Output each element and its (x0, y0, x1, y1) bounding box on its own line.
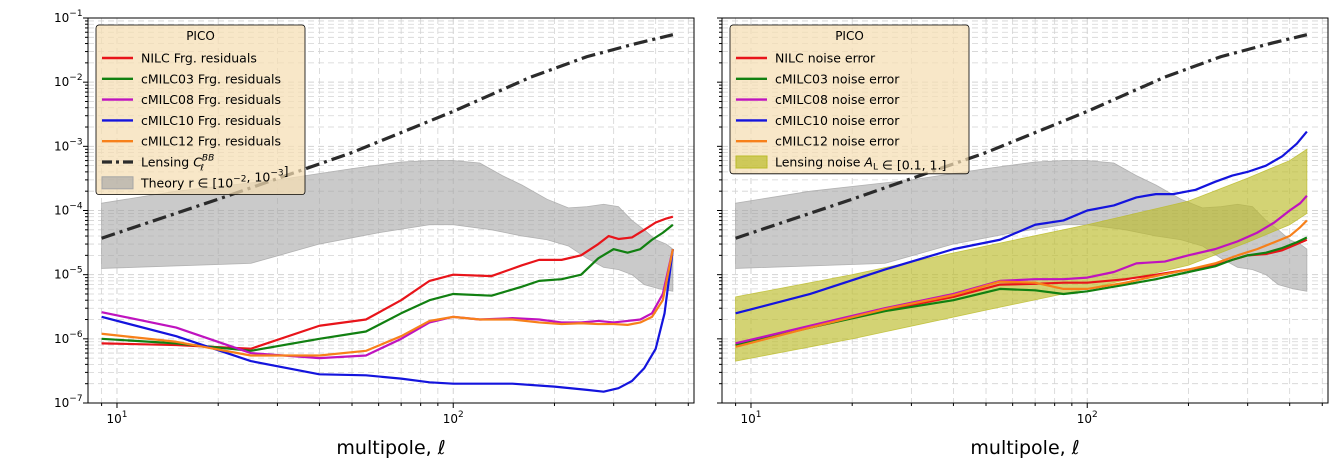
series-line-cmilc10-noise-error (735, 130, 1308, 315)
legend-label-lensing-c-bb: Lensing CBB ℓ (141, 154, 214, 174)
legend-label-cmilc12-noise-error: cMILC12 noise error (775, 134, 900, 149)
legend-label-cmilc10-frg-residuals: cMILC10 Frg. residuals (141, 113, 281, 128)
right-panel: 101 102 multipole, ℓ PICO NILC noise error cM… (717, 17, 1329, 459)
legend-swatch-lensing-noise-a-l-0-1-1 (735, 155, 768, 169)
legend-label-nilc-frg-residuals: NILC Frg. residuals (141, 51, 257, 66)
y-tick-label: 10−3 (54, 137, 83, 153)
legend-label-nilc-noise-error: NILC noise error (775, 51, 876, 66)
legend-label-lensing-noise-a-l-0-1-1: Lensing noise AL ∈ [0.1, 1.] (775, 155, 946, 173)
y-tick-label: 10−1 (54, 9, 83, 25)
x-tick-label: 102 (443, 410, 464, 426)
legend-label-cmilc03-frg-residuals: cMILC03 Frg. residuals (141, 71, 281, 86)
legend: PICO NILC Frg. residuals cMILC03 Frg. resi… (95, 24, 306, 196)
legend: PICO NILC noise error cMILC03 noise error c… (729, 24, 970, 175)
series-line-cmilc08-frg-residuals (101, 248, 674, 360)
series-line-cmilc10-frg-residuals (101, 248, 674, 393)
x-axis-label: multipole, ℓ (970, 437, 1079, 459)
series-line-lensing-c-bb (735, 33, 1308, 240)
series-line-cmilc12-frg-residuals (101, 248, 674, 357)
y-tick-label: 10−7 (54, 394, 83, 410)
y-tick-label: 10−2 (54, 73, 83, 89)
legend-label-cmilc03-noise-error: cMILC03 noise error (775, 71, 900, 86)
legend-swatch-theory-r-10-2-10-3 (101, 176, 134, 190)
series-line-nilc-noise-error (735, 238, 1308, 347)
legend-label-theory-r-10-2-10-3: Theory r ∈ [10−2, 10−3] (140, 163, 288, 190)
band-lensing-noise-a-l-0-1-1 (735, 148, 1308, 362)
x-tick-label: 102 (1077, 410, 1098, 426)
x-axis: 101 102 multipole, ℓ (101, 403, 689, 459)
x-axis: 101 102 multipole, ℓ (735, 403, 1323, 459)
legend-title: PICO (835, 29, 864, 43)
y-tick-label: 10−4 (54, 202, 83, 218)
y-tick-label: 10−6 (54, 330, 83, 346)
series-line-cmilc03-noise-error (735, 236, 1308, 347)
legend-box (729, 24, 970, 175)
legend-title: PICO (186, 29, 215, 43)
series-line-cmilc03-frg-residuals (101, 223, 674, 352)
y-axis: 10−7 10−6 10−5 10−4 10−3 10−2 10−1 (54, 9, 88, 410)
legend-box (95, 24, 306, 196)
legend-label-cmilc12-frg-residuals: cMILC12 Frg. residuals (141, 134, 281, 149)
x-tick-label: 101 (106, 410, 127, 426)
series-line-nilc-frg-residuals (101, 215, 674, 350)
plot-area (735, 33, 1308, 362)
legend-label-cmilc08-frg-residuals: cMILC08 Frg. residuals (141, 92, 281, 107)
legend-label-cmilc08-noise-error: cMILC08 noise error (775, 92, 900, 107)
x-tick-label: 101 (740, 410, 761, 426)
legend-label-cmilc10-noise-error: cMILC10 noise error (775, 113, 900, 128)
series-line-cmilc12-noise-error (735, 219, 1308, 348)
y-axis (717, 17, 722, 404)
x-axis-label: multipole, ℓ (336, 437, 445, 459)
y-tick-label: 10−5 (54, 266, 83, 282)
